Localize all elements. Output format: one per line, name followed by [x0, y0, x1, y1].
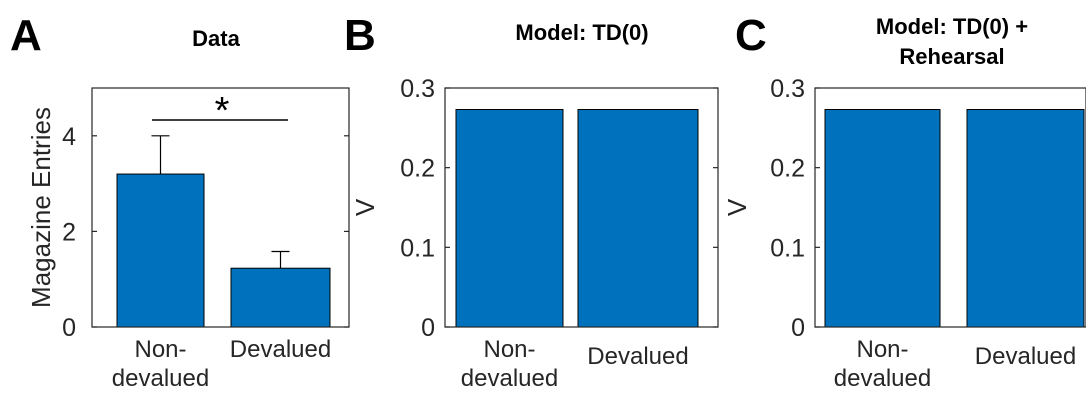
significance-star: * — [215, 90, 230, 132]
panel-letter: B — [344, 11, 376, 60]
panel-C: C Model: TD(0) + Rehearsal Non-devalued Deva… — [722, 11, 1086, 392]
y-tick-label: 0.1 — [400, 234, 435, 262]
y-tick-label: 0 — [421, 314, 435, 342]
y-tick-label: 0.2 — [400, 155, 435, 183]
panel-letter: C — [735, 11, 767, 60]
bar — [824, 109, 941, 328]
category-label: Non- — [483, 336, 535, 363]
bar — [116, 173, 205, 328]
bar — [966, 109, 1085, 328]
chart-title: Data — [192, 26, 240, 51]
y-tick-label: 0.3 — [770, 75, 805, 103]
y-tick-label: 0 — [62, 314, 76, 342]
bar — [230, 267, 331, 328]
category-label: Non- — [856, 336, 908, 363]
chart-title: Model: TD(0) + — [876, 14, 1028, 39]
category-label: devalued — [112, 365, 209, 392]
panel-letter: A — [10, 11, 42, 60]
y-tick-label: 0.3 — [400, 75, 435, 103]
axes-box — [444, 87, 719, 328]
category-label: Devalued — [587, 343, 688, 370]
y-axis-label: V — [722, 198, 752, 216]
y-tick-label: 0.1 — [770, 234, 805, 262]
chart-title: Rehearsal — [899, 44, 1004, 69]
category-label: Devalued — [230, 336, 331, 363]
category-label: Devalued — [975, 343, 1076, 370]
bar — [455, 109, 564, 328]
category-label: devalued — [834, 365, 931, 392]
category-label: Non- — [134, 336, 186, 363]
bar — [577, 109, 699, 328]
panel-B: B Model: TD(0) Non-devalued Devalued 0 0.1 0.2… — [344, 11, 719, 392]
axes-box — [814, 87, 1086, 328]
y-tick-label: 2 — [62, 218, 76, 246]
y-tick-label: 4 — [62, 123, 76, 151]
y-tick-label: 0 — [791, 314, 805, 342]
chart-title: Model: TD(0) — [515, 20, 648, 45]
y-axis-label: Magazine Entries — [26, 107, 56, 308]
axes-box — [91, 87, 350, 328]
y-axis-label: V — [350, 198, 380, 216]
category-label: devalued — [461, 365, 558, 392]
y-tick-label: 0.2 — [770, 155, 805, 183]
